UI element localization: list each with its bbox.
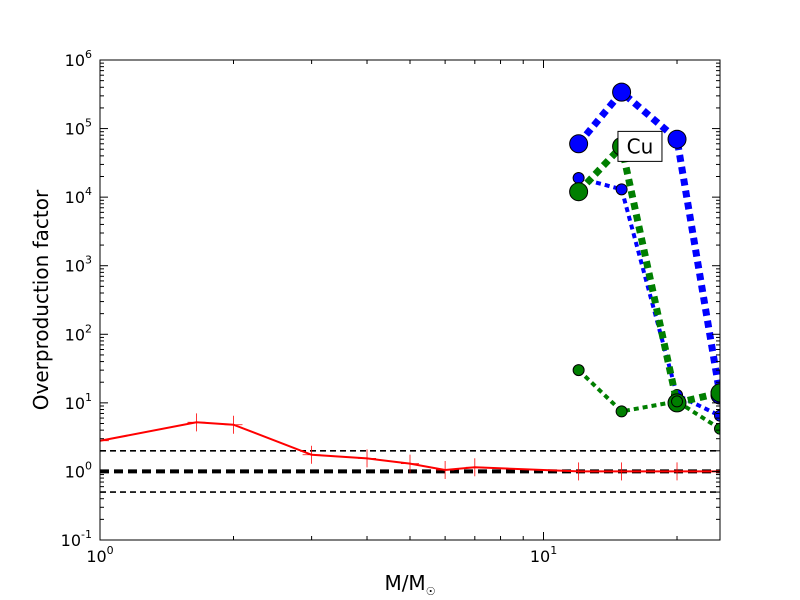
y-tick-label-6: 105: [65, 117, 92, 139]
series-0-point-9: [612, 462, 631, 481]
series-2-line: [578, 176, 720, 418]
series-0-point-0: [100, 431, 109, 450]
series-3-line: [576, 139, 720, 408]
annotation-layer: Cu: [617, 130, 663, 162]
annotation-box: [617, 130, 663, 162]
series-1-point-2: [667, 129, 687, 149]
series-4-point-0: [572, 364, 585, 377]
series-0-point-4: [358, 449, 377, 468]
series-2-point-0: [572, 172, 585, 185]
y-tick-label-1: 100: [65, 459, 92, 481]
series-0-point-3: [302, 445, 321, 464]
y-tick-label-4: 103: [65, 254, 92, 276]
x-axis-title-main: M/M: [384, 571, 425, 595]
series-0: [100, 413, 720, 481]
y-tick-label-2: 101: [65, 391, 92, 413]
series-0-point-5: [401, 454, 419, 473]
y-tick-label-0: 10-1: [61, 528, 92, 550]
series-0-point-8: [569, 462, 588, 481]
series-0-point-2: [224, 415, 243, 434]
series-1-point-0: [569, 134, 589, 154]
series-0-point-7: [465, 458, 484, 477]
series-4: [572, 364, 720, 435]
series-4-line: [577, 368, 720, 431]
y-tick-label-5: 104: [65, 185, 92, 207]
series-2-point-1: [615, 183, 628, 196]
series-1-point-1: [612, 82, 632, 102]
series-4-point-3: [714, 422, 720, 435]
y-tick-label-3: 102: [65, 322, 92, 344]
annotation-label: Cu: [627, 134, 654, 158]
series-layer: [100, 82, 720, 481]
series-3-point-0: [569, 182, 589, 202]
series-0-point-10: [668, 462, 687, 481]
x-axis-title-subscript: ☉: [426, 585, 436, 598]
series-4-point-2: [671, 395, 684, 408]
y-tick-label-7: 106: [65, 48, 92, 70]
series-0-point-1: [187, 413, 206, 432]
plot-frame: [99, 59, 721, 541]
y-axis-title: Overproduction factor: [29, 189, 53, 410]
x-tick-label-0: 100: [86, 544, 113, 566]
series-0-point-6: [436, 460, 455, 479]
x-axis-title: M/M☉: [384, 571, 435, 598]
x-tick-label-1: 101: [530, 544, 557, 566]
series-4-point-1: [615, 405, 628, 418]
series-0-line: [100, 421, 720, 473]
series-3-point-3: [710, 383, 720, 403]
series-1-line: [575, 87, 720, 396]
